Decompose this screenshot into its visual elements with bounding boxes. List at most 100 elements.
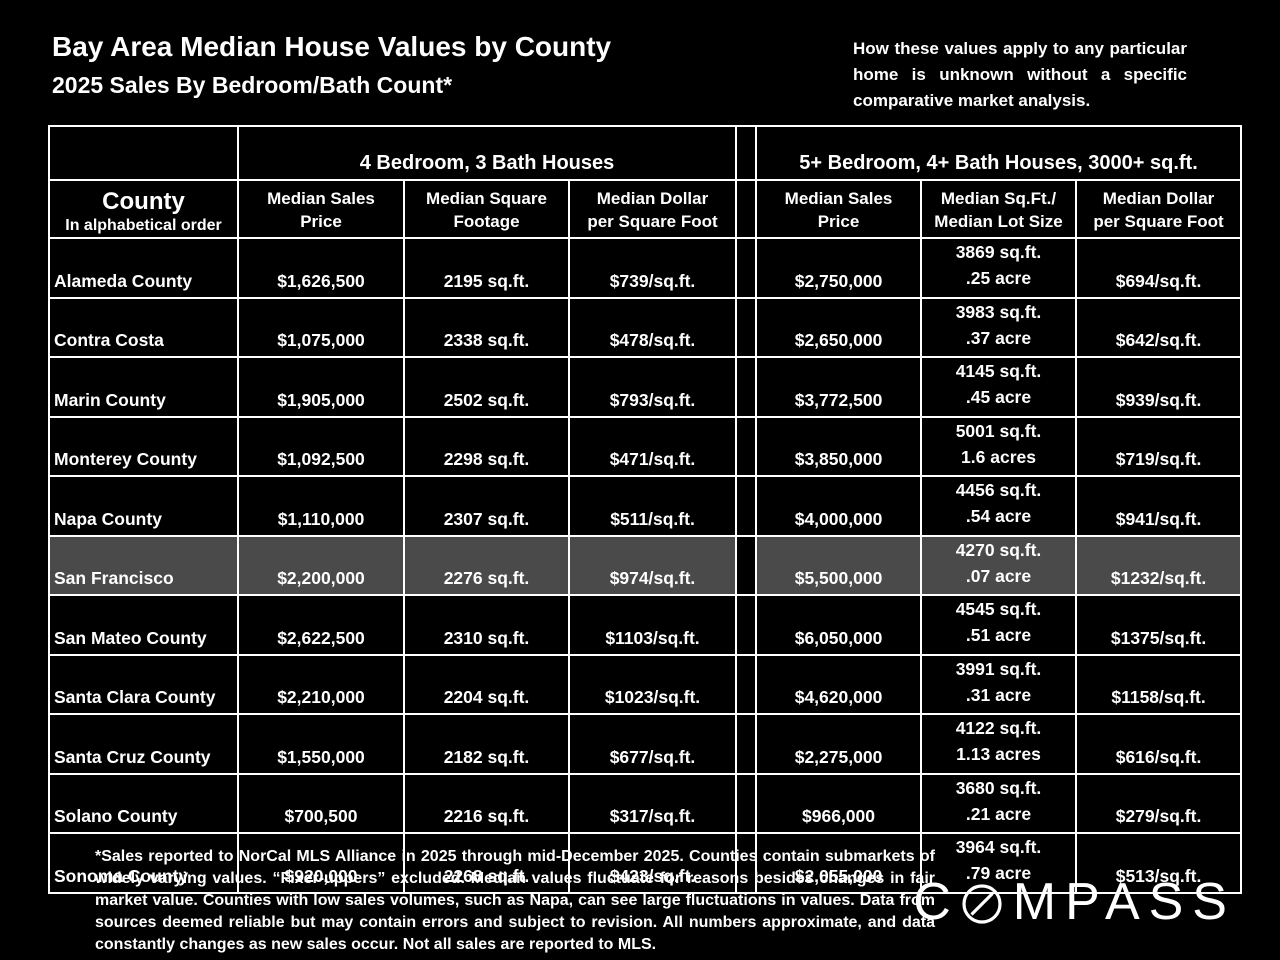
value-cell: 2204 sq.ft. bbox=[403, 653, 570, 715]
data-table: 4 Bedroom, 3 Bath Houses 5+ Bedroom, 4+ … bbox=[48, 125, 1243, 894]
value-cell: $1,110,000 bbox=[237, 475, 405, 537]
lot-size-cell: 4545 sq.ft. .51 acre bbox=[920, 594, 1078, 656]
compass-logo-letters-mpass: MPASS bbox=[1012, 873, 1236, 931]
table-row: San Francisco $2,200,000 2276 sq.ft. $974/s… bbox=[48, 534, 1243, 596]
value-cell: $2,750,000 bbox=[755, 237, 923, 299]
value-cell: 2298 sq.ft. bbox=[403, 415, 570, 477]
table-gap-spacer bbox=[735, 713, 758, 775]
column-header-row: County In alphabetical order Median Sale… bbox=[48, 179, 1243, 239]
table-gap-spacer bbox=[735, 594, 758, 656]
county-cell: Santa Clara County bbox=[48, 653, 239, 715]
title-block: Bay Area Median House Values by County 2… bbox=[52, 30, 752, 99]
value-cell: $6,050,000 bbox=[755, 594, 923, 656]
col-header-sqft-lot-size-5bed: Median Sq.Ft./ Median Lot Size bbox=[920, 179, 1078, 239]
county-cell: Marin County bbox=[48, 356, 239, 418]
county-cell: San Francisco bbox=[48, 534, 239, 596]
col-header-square-footage-4bed: Median Square Footage bbox=[403, 179, 570, 239]
table-row: Alameda County $1,626,500 2195 sq.ft. $739/… bbox=[48, 237, 1243, 299]
value-cell: $941/sq.ft. bbox=[1075, 475, 1243, 537]
value-cell: $317/sq.ft. bbox=[567, 772, 738, 834]
lot-size-cell: 5001 sq.ft. 1.6 acres bbox=[920, 415, 1078, 477]
table-gap-spacer bbox=[735, 179, 758, 239]
value-cell: $616/sq.ft. bbox=[1075, 713, 1243, 775]
value-cell: $719/sq.ft. bbox=[1075, 415, 1243, 477]
value-cell: $2,200,000 bbox=[237, 534, 405, 596]
county-cell: Alameda County bbox=[48, 237, 239, 299]
lot-size-cell: 3680 sq.ft. .21 acre bbox=[920, 772, 1078, 834]
compass-logo-letter-c: C bbox=[913, 873, 960, 931]
table-row: Sonoma County $920,000 2268 sq.ft. $423/sq.… bbox=[48, 832, 1243, 894]
value-cell: 2268 sq.ft. bbox=[403, 832, 570, 894]
value-cell: $2,055,000 bbox=[755, 832, 923, 894]
value-cell: $2,210,000 bbox=[237, 653, 405, 715]
value-cell: $1375/sq.ft. bbox=[1075, 594, 1243, 656]
value-cell: $1,626,500 bbox=[237, 237, 405, 299]
table-wrap: 4 Bedroom, 3 Bath Houses 5+ Bedroom, 4+ … bbox=[48, 125, 1243, 894]
value-cell: 2216 sq.ft. bbox=[403, 772, 570, 834]
county-cell: Monterey County bbox=[48, 415, 239, 477]
lot-size-cell: 4270 sq.ft. .07 acre bbox=[920, 534, 1078, 596]
group-header-row: 4 Bedroom, 3 Bath Houses 5+ Bedroom, 4+ … bbox=[48, 125, 1243, 181]
table-row: Santa Cruz County $1,550,000 2182 sq.ft. $6… bbox=[48, 713, 1243, 775]
lot-size-cell: 3964 sq.ft. .79 acre bbox=[920, 832, 1078, 894]
value-cell: $1023/sq.ft. bbox=[567, 653, 738, 715]
value-cell: $4,620,000 bbox=[755, 653, 923, 715]
value-cell: $478/sq.ft. bbox=[567, 296, 738, 358]
value-cell: $5,500,000 bbox=[755, 534, 923, 596]
lot-size-cell: 4456 sq.ft. .54 acre bbox=[920, 475, 1078, 537]
value-cell: $974/sq.ft. bbox=[567, 534, 738, 596]
value-cell: $2,622,500 bbox=[237, 594, 405, 656]
value-cell: $939/sq.ft. bbox=[1075, 356, 1243, 418]
value-cell: $2,275,000 bbox=[755, 713, 923, 775]
table-gap-spacer bbox=[735, 125, 758, 181]
value-cell: $423/sq.ft. bbox=[567, 832, 738, 894]
value-cell: $4,000,000 bbox=[755, 475, 923, 537]
county-header-title: County bbox=[102, 188, 185, 216]
table-gap-spacer bbox=[735, 772, 758, 834]
value-cell: $966,000 bbox=[755, 772, 923, 834]
page-subtitle: 2025 Sales By Bedroom/Bath Count* bbox=[52, 71, 453, 98]
corner-cell bbox=[48, 125, 239, 181]
value-cell: $700,500 bbox=[237, 772, 405, 834]
page-title: Bay Area Median House Values by County bbox=[52, 31, 612, 62]
table-gap-spacer bbox=[735, 356, 758, 418]
col-header-dollar-per-sqft-5bed: Median Dollar per Square Foot bbox=[1075, 179, 1243, 239]
value-cell: $677/sq.ft. bbox=[567, 713, 738, 775]
table-row: Monterey County $1,092,500 2298 sq.ft. $471… bbox=[48, 415, 1243, 477]
col-header-dollar-per-sqft-4bed: Median Dollar per Square Foot bbox=[567, 179, 738, 239]
table-row: Solano County $700,500 2216 sq.ft. $317/sq.… bbox=[48, 772, 1243, 834]
table-gap-spacer bbox=[735, 237, 758, 299]
value-cell: 2182 sq.ft. bbox=[403, 713, 570, 775]
county-cell: Solano County bbox=[48, 772, 239, 834]
table-row: Contra Costa $1,075,000 2338 sq.ft. $478/sq… bbox=[48, 296, 1243, 358]
value-cell: $694/sq.ft. bbox=[1075, 237, 1243, 299]
value-cell: $1,075,000 bbox=[237, 296, 405, 358]
value-cell: $513/sq.ft. bbox=[1075, 832, 1243, 894]
value-cell: $1103/sq.ft. bbox=[567, 594, 738, 656]
table-gap-spacer bbox=[735, 534, 758, 596]
value-cell: $1,092,500 bbox=[237, 415, 405, 477]
table-gap-spacer bbox=[735, 296, 758, 358]
value-cell: 2307 sq.ft. bbox=[403, 475, 570, 537]
county-cell: Napa County bbox=[48, 475, 239, 537]
county-cell: Sonoma County bbox=[48, 832, 239, 894]
value-cell: $1232/sq.ft. bbox=[1075, 534, 1243, 596]
value-cell: 2502 sq.ft. bbox=[403, 356, 570, 418]
table-gap-spacer bbox=[735, 415, 758, 477]
compass-logo: C MPASS bbox=[913, 876, 1236, 928]
value-cell: 2310 sq.ft. bbox=[403, 594, 570, 656]
county-cell: Santa Cruz County bbox=[48, 713, 239, 775]
table-row: San Mateo County $2,622,500 2310 sq.ft. $11… bbox=[48, 594, 1243, 656]
lot-size-cell: 4145 sq.ft. .45 acre bbox=[920, 356, 1078, 418]
county-header: County In alphabetical order bbox=[48, 179, 239, 239]
table-gap-spacer bbox=[735, 832, 758, 894]
value-cell: $642/sq.ft. bbox=[1075, 296, 1243, 358]
county-cell: San Mateo County bbox=[48, 594, 239, 656]
value-cell: $511/sq.ft. bbox=[567, 475, 738, 537]
value-cell: $3,850,000 bbox=[755, 415, 923, 477]
value-cell: 2276 sq.ft. bbox=[403, 534, 570, 596]
table-row: Marin County $1,905,000 2502 sq.ft. $793/sq… bbox=[48, 356, 1243, 418]
value-cell: $2,650,000 bbox=[755, 296, 923, 358]
lot-size-cell: 3869 sq.ft. .25 acre bbox=[920, 237, 1078, 299]
value-cell: $279/sq.ft. bbox=[1075, 772, 1243, 834]
